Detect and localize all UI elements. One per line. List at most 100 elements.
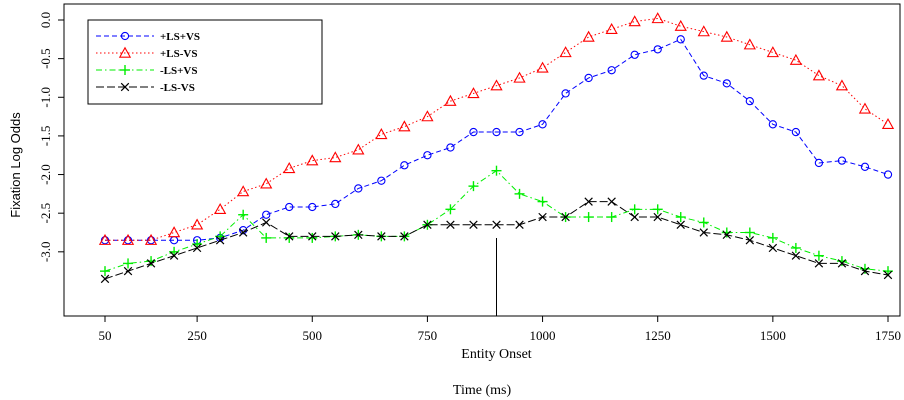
series-plsmvs-point-shape [329, 151, 342, 163]
x-tick-label: 1750 [875, 328, 901, 343]
series-plsmvs-point-shape [582, 30, 595, 42]
series-plspvs-point-shape [791, 127, 801, 137]
series-mlsmvs-point [123, 266, 133, 276]
series-mlsmvs-point-b [699, 228, 708, 237]
series-plsmvs-point [190, 218, 204, 230]
x-tick-label: 1500 [760, 328, 786, 343]
series-mlsmvs-point [814, 259, 824, 268]
series-plsmvs-point-shape [559, 46, 572, 58]
series-plsmvs-point-shape [674, 19, 687, 31]
y-tick-label: -0.5 [38, 48, 53, 69]
series-mlsmvs-point-b [745, 236, 755, 245]
series-mlsmvs-point [837, 259, 847, 268]
series-plspvs-point [676, 35, 685, 44]
series-mlsmvs-point [423, 220, 432, 229]
series-plsmvs-point [605, 22, 618, 34]
series-mlsmvs-point [446, 220, 455, 229]
series-mlspvs-point [100, 266, 110, 277]
series-mlsmvs-point [791, 251, 801, 260]
series-plsmvs-point-shape [214, 202, 227, 215]
series-mlsmvs-point-b [308, 232, 317, 241]
x-axis-title: Time (ms) [453, 383, 512, 398]
series-plsmvs-point-shape [190, 218, 204, 230]
series-plsmvs-point [789, 53, 803, 65]
series-plspvs-point [584, 73, 593, 83]
series-mlsmvs-point-b [377, 232, 386, 241]
series-plsmvs-point-shape [651, 12, 664, 24]
series-mlsmvs-point-b [492, 220, 501, 229]
series-plsmvs-point [513, 71, 526, 83]
series-plspvs-point-shape [653, 45, 662, 54]
series-plsmvs-point [674, 19, 687, 31]
series-plsmvs-line [105, 17, 889, 241]
series-plsmvs-point [444, 94, 457, 106]
series-mlsmvs-point-b [469, 220, 478, 229]
series-mlsmvs-point [261, 218, 271, 227]
series-mlsmvs-point [515, 220, 524, 229]
series-plsmvs-point-shape [789, 53, 803, 65]
series-mlsmvs-point-b [146, 259, 156, 268]
series-plsmvs-point [352, 143, 365, 155]
x-tick-label: 250 [187, 328, 207, 343]
series-plsmvs-point [421, 110, 434, 122]
y-axis-title: Fixation Log Odds [8, 112, 23, 218]
series-plspvs-point [515, 127, 524, 137]
series-mlsmvs-point [308, 232, 317, 241]
series-plsmvs-point [490, 79, 503, 91]
series-plspvs-point [814, 158, 824, 168]
series-plsmvs-point-shape [375, 128, 388, 140]
legend-swatch-marker-shape [118, 46, 132, 58]
series-mlspvs-point [606, 212, 617, 223]
series-plsmvs-point-shape [835, 79, 849, 91]
series-mlsmvs-point-b [123, 266, 133, 276]
legend-item: +LS+VS [96, 31, 200, 43]
series-plsmvs-point-shape [513, 71, 526, 83]
series-mlsmvs-point-b [215, 236, 225, 245]
series-mlsmvs-point [768, 243, 778, 253]
series-plspvs-point-shape [699, 71, 708, 80]
series-mlspvs-point [629, 204, 640, 215]
series-plspvs-point [538, 120, 547, 129]
legend-swatch-marker [120, 65, 130, 75]
series-plsmvs-point-shape [628, 15, 641, 27]
series-mlsmvs-point [653, 212, 662, 222]
series-plspvs-point [492, 127, 501, 137]
series-plspvs-point [285, 202, 294, 212]
legend-label: -LS+VS [160, 65, 197, 77]
series-plspvs-point-shape [377, 176, 386, 185]
series-mlspvs-point [813, 250, 824, 261]
series-plsmvs-point [697, 25, 710, 37]
series-plspvs-point-shape [883, 170, 893, 179]
series-plspvs-point-shape [768, 120, 778, 129]
legend-swatch-marker [120, 82, 130, 92]
series-plsmvs-point [260, 177, 273, 189]
series-plspvs-line [105, 38, 889, 241]
series-mlsmvs-point-b [584, 197, 593, 206]
series-plsmvs-point [398, 120, 411, 132]
series-mlsmvs-point-b [169, 251, 179, 260]
legend-item: -LS-VS [96, 82, 195, 94]
series-mlsmvs-point [354, 230, 363, 240]
series-mlspvs-point [468, 181, 479, 192]
series-mlsmvs-point [169, 251, 179, 260]
series-plsmvs-point [237, 185, 250, 197]
series-mlspvs-point [514, 188, 525, 199]
series-plspvs-point-shape [285, 202, 294, 212]
series-plspvs-point-shape [400, 161, 409, 170]
series-plsmvs-point-shape [720, 30, 733, 42]
series-plspvs-point-shape [515, 127, 524, 137]
legend-swatch-marker-shape [120, 31, 130, 41]
x-tick-label: 1250 [645, 328, 671, 343]
series-plsmvs-point [144, 233, 158, 245]
series-mlsmvs-point-b [423, 220, 432, 229]
series-plsmvs-point-shape [260, 177, 273, 189]
series-mlsmvs-point [192, 243, 202, 253]
series-mlspvs-point [123, 258, 134, 269]
series-mlsmvs-point [492, 220, 501, 229]
series-mlspvs-point [284, 232, 295, 243]
series-mlspvs-point [583, 212, 594, 223]
series-plspvs-point [354, 184, 363, 193]
series-mlsmvs-point-b [446, 220, 455, 229]
series-mlsmvs-point [699, 228, 708, 237]
x-tick-label: 50 [99, 328, 112, 343]
